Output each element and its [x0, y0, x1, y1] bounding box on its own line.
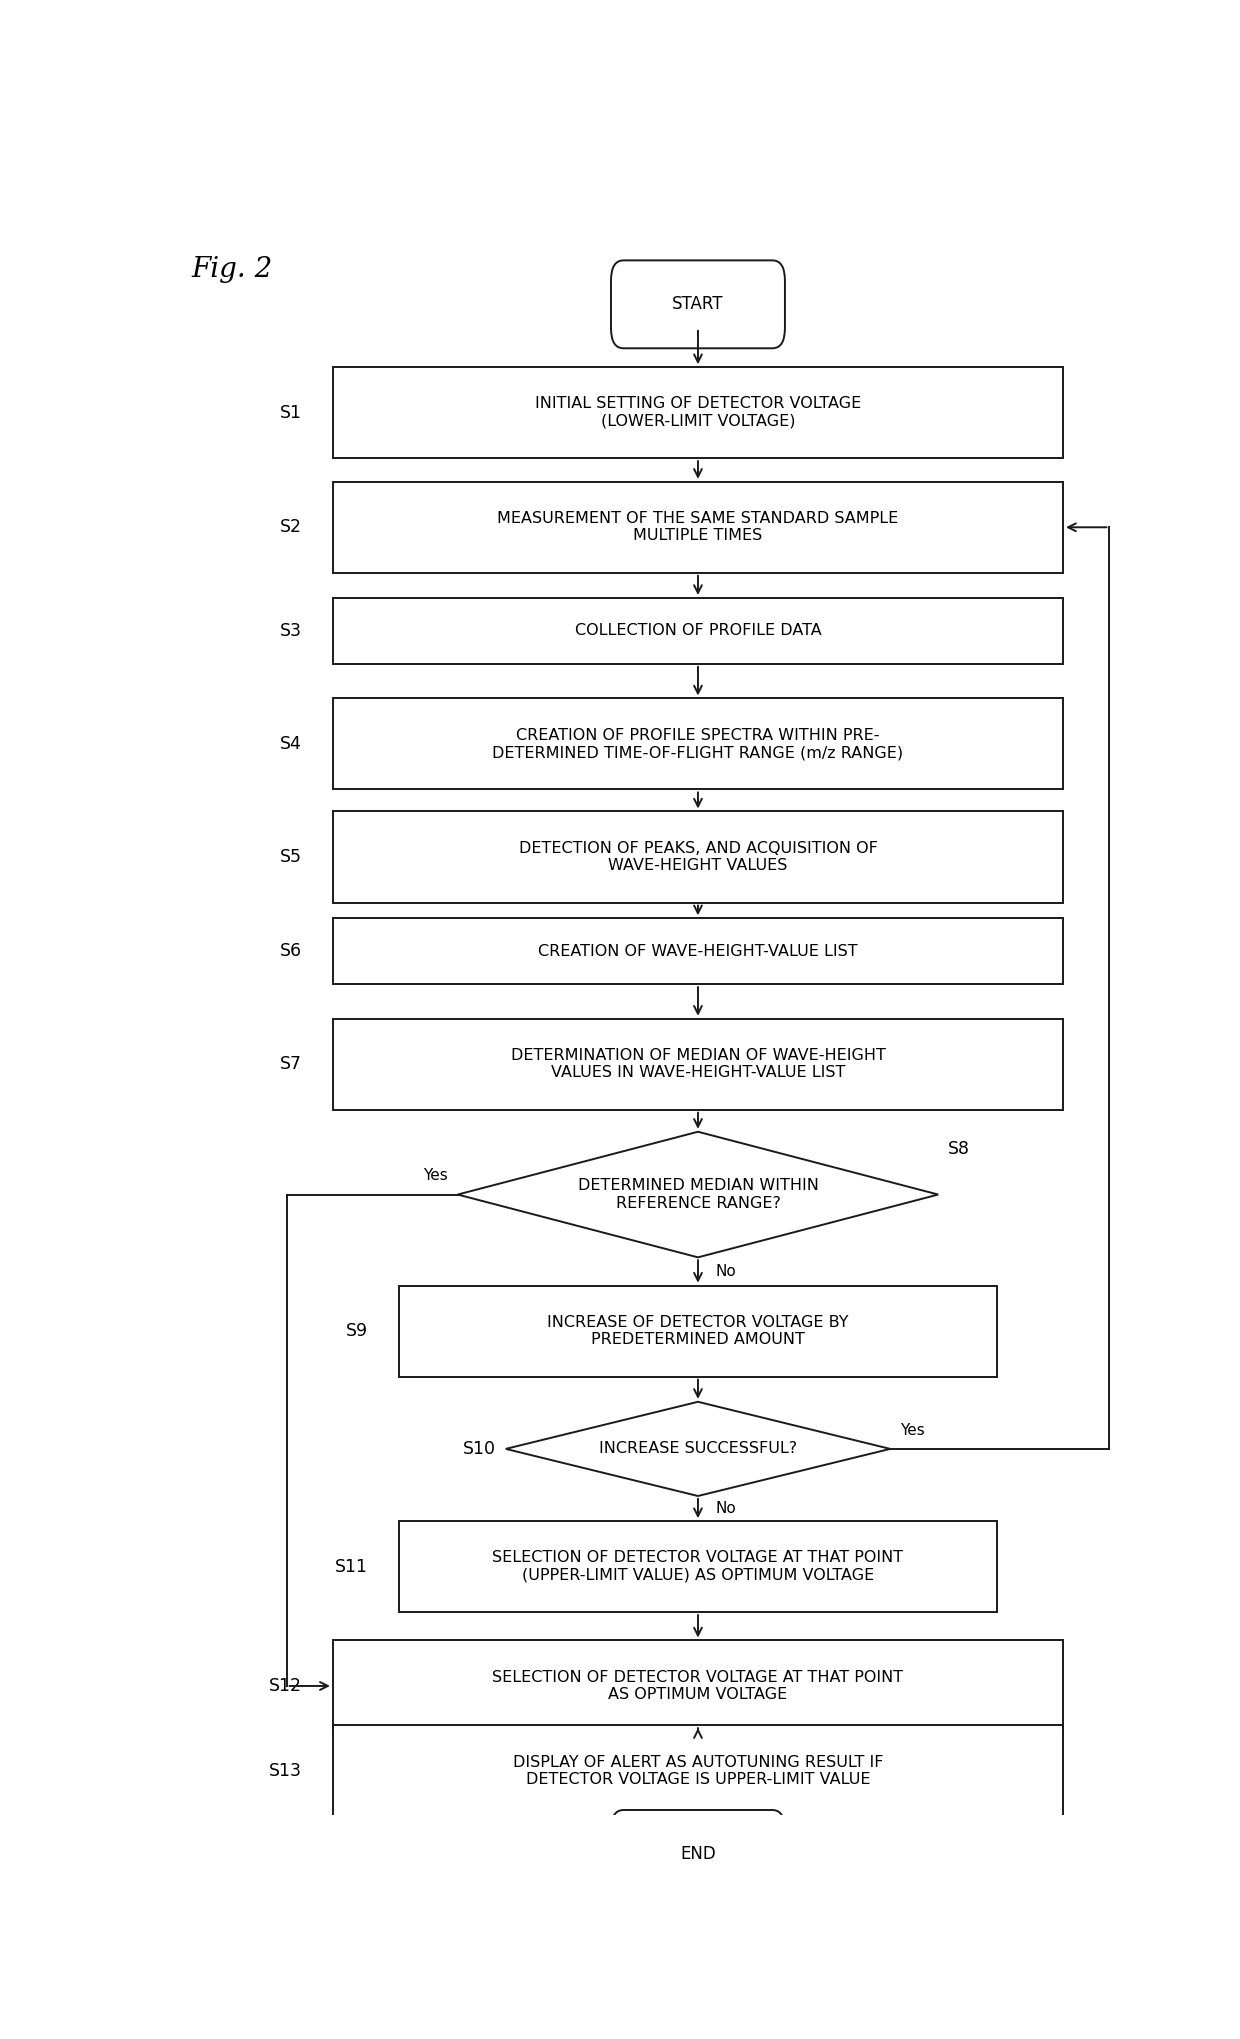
Bar [332, 597, 1063, 665]
Bar [332, 1641, 1063, 1731]
Text: Yes: Yes [423, 1168, 448, 1183]
Text: INCREASE OF DETECTOR VOLTAGE BY
PREDETERMINED AMOUNT: INCREASE OF DETECTOR VOLTAGE BY PREDETER… [547, 1315, 848, 1348]
Text: DISPLAY OF ALERT AS AUTOTUNING RESULT IF
DETECTOR VOLTAGE IS UPPER-LIMIT VALUE: DISPLAY OF ALERT AS AUTOTUNING RESULT IF… [512, 1754, 883, 1786]
Text: No: No [715, 1264, 737, 1278]
Text: MEASUREMENT OF THE SAME STANDARD SAMPLE
MULTIPLE TIMES: MEASUREMENT OF THE SAME STANDARD SAMPLE … [497, 512, 899, 544]
Text: S6: S6 [280, 942, 303, 960]
Bar [398, 1287, 997, 1376]
Text: S11: S11 [335, 1558, 368, 1576]
Text: S7: S7 [280, 1056, 303, 1073]
Bar [332, 918, 1063, 985]
Text: S3: S3 [280, 622, 303, 640]
Text: SELECTION OF DETECTOR VOLTAGE AT THAT POINT
(UPPER-LIMIT VALUE) AS OPTIMUM VOLTA: SELECTION OF DETECTOR VOLTAGE AT THAT PO… [492, 1550, 904, 1582]
Text: SELECTION OF DETECTOR VOLTAGE AT THAT POINT
AS OPTIMUM VOLTAGE: SELECTION OF DETECTOR VOLTAGE AT THAT PO… [492, 1670, 904, 1703]
Text: DETERMINATION OF MEDIAN OF WAVE-HEIGHT
VALUES IN WAVE-HEIGHT-VALUE LIST: DETERMINATION OF MEDIAN OF WAVE-HEIGHT V… [511, 1048, 885, 1081]
Text: S10: S10 [464, 1440, 496, 1458]
Bar [332, 367, 1063, 459]
Text: INCREASE SUCCESSFUL?: INCREASE SUCCESSFUL? [599, 1442, 797, 1456]
Text: Fig. 2: Fig. 2 [191, 255, 273, 283]
Text: S12: S12 [269, 1676, 303, 1694]
Bar [332, 481, 1063, 573]
FancyBboxPatch shape [611, 1811, 785, 1898]
Polygon shape [506, 1401, 890, 1497]
Text: S9: S9 [346, 1321, 368, 1340]
Text: S4: S4 [280, 734, 303, 752]
Polygon shape [458, 1132, 939, 1258]
Text: DETERMINED MEDIAN WITHIN
REFERENCE RANGE?: DETERMINED MEDIAN WITHIN REFERENCE RANGE… [578, 1179, 818, 1211]
Text: S8: S8 [947, 1140, 970, 1158]
Text: Yes: Yes [900, 1423, 925, 1437]
Bar [332, 699, 1063, 789]
Text: COLLECTION OF PROFILE DATA: COLLECTION OF PROFILE DATA [574, 624, 821, 638]
Text: CREATION OF WAVE-HEIGHT-VALUE LIST: CREATION OF WAVE-HEIGHT-VALUE LIST [538, 944, 858, 958]
Text: INITIAL SETTING OF DETECTOR VOLTAGE
(LOWER-LIMIT VOLTAGE): INITIAL SETTING OF DETECTOR VOLTAGE (LOW… [534, 396, 861, 428]
Bar [398, 1521, 997, 1613]
Text: No: No [715, 1501, 737, 1517]
Text: START: START [672, 296, 724, 314]
Text: END: END [680, 1845, 715, 1864]
Bar [332, 1725, 1063, 1817]
Text: DETECTION OF PEAKS, AND ACQUISITION OF
WAVE-HEIGHT VALUES: DETECTION OF PEAKS, AND ACQUISITION OF W… [518, 840, 878, 873]
Text: S1: S1 [280, 404, 303, 422]
Text: CREATION OF PROFILE SPECTRA WITHIN PRE-
DETERMINED TIME-OF-FLIGHT RANGE (m/z RAN: CREATION OF PROFILE SPECTRA WITHIN PRE- … [492, 728, 904, 761]
Text: S2: S2 [280, 518, 303, 536]
Text: S13: S13 [269, 1762, 303, 1780]
FancyBboxPatch shape [611, 261, 785, 349]
Bar [332, 812, 1063, 903]
Text: S5: S5 [280, 848, 303, 867]
Bar [332, 1020, 1063, 1109]
